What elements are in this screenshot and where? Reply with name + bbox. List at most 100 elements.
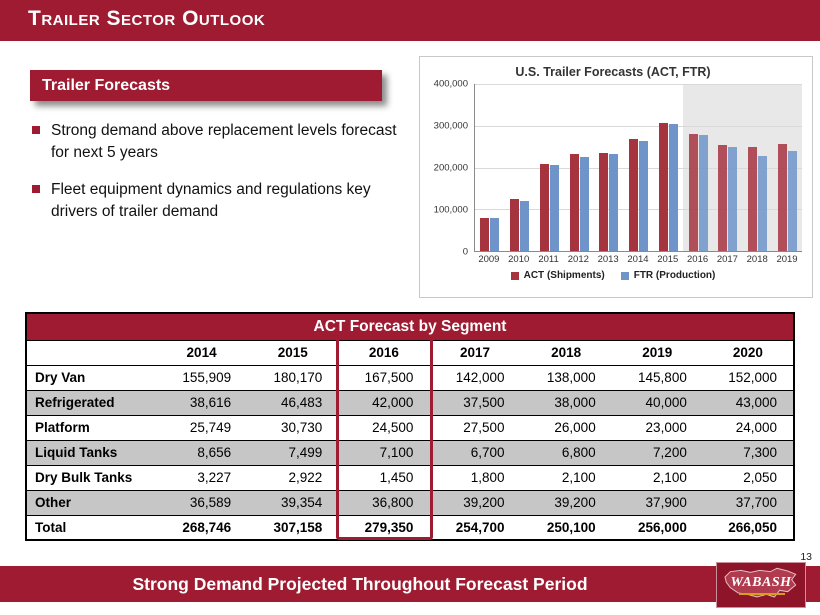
cell: 7,499: [288, 445, 323, 460]
bullet-square-icon: [32, 185, 40, 193]
cell: 155,909: [182, 370, 232, 385]
cell: 8,656: [197, 445, 232, 460]
chart-bar-groups: [475, 84, 803, 251]
table-title-row: ACT Forecast by Segment: [26, 313, 794, 340]
cell: 266,050: [728, 519, 777, 535]
chart-legend: ACT (Shipments) FTR (Production): [424, 270, 802, 281]
year-header-2016: 2016: [338, 340, 430, 365]
year-header-2014: 2014: [156, 340, 248, 365]
x-axis-label: 2012: [567, 254, 589, 265]
bar-act-2010: [510, 198, 520, 251]
cell: 26,000: [554, 420, 596, 435]
cell: 40,000: [645, 395, 687, 410]
bar-act-2012: [569, 154, 579, 251]
cell: 24,000: [735, 420, 777, 435]
year-header-2017: 2017: [429, 340, 521, 365]
bar-group-2012: [564, 84, 594, 251]
cell: 1,450: [379, 470, 414, 485]
bar-act-2013: [599, 152, 609, 251]
cell: 142,000: [455, 370, 505, 385]
cell: 43,000: [735, 395, 777, 410]
bar-ftr-2010: [520, 201, 530, 251]
x-axis-label: 2019: [776, 254, 798, 265]
cell: 138,000: [546, 370, 596, 385]
cell: 37,500: [463, 395, 505, 410]
bar-group-2015: [653, 84, 683, 251]
cell: 2,050: [743, 470, 777, 485]
cell: 36,800: [372, 495, 414, 510]
row-label: Dry Bulk Tanks: [35, 470, 133, 485]
bar-ftr-2014: [639, 141, 649, 251]
legend-label: FTR (Production): [633, 270, 716, 281]
page-title: Trailer Sector Outlook: [28, 7, 266, 30]
row-label: Total: [35, 519, 67, 535]
year-header-2018: 2018: [520, 340, 612, 365]
legend-item: FTR (Production): [620, 270, 716, 281]
cell: 3,227: [197, 470, 232, 485]
table-row-dry-van: Dry Van 155,909 180,170 167,500 142,000 138,0…: [26, 365, 794, 390]
bar-act-2018: [747, 146, 757, 251]
cell: 145,800: [638, 370, 687, 385]
cell: 254,700: [455, 519, 505, 535]
cell: 39,200: [463, 495, 505, 510]
year-header-2019: 2019: [611, 340, 703, 365]
chart-plot-area: [474, 84, 803, 252]
table-row-dry-bulk-tanks: Dry Bulk Tanks 3,227 2,922 1,450 1,800 2,100 2…: [26, 465, 794, 490]
bar-ftr-2012: [579, 156, 589, 251]
year-header-2020: 2020: [702, 340, 794, 365]
cell: 2,100: [653, 470, 687, 485]
bar-group-2016: [683, 84, 713, 251]
table-row-liquid-tanks: Liquid Tanks 8,656 7,499 7,100 6,700 6,800 7,2…: [26, 440, 794, 465]
cell: 279,350: [364, 519, 414, 535]
cell: 39,354: [280, 495, 323, 510]
year-header-2015: 2015: [247, 340, 339, 365]
cell: 167,500: [364, 370, 414, 385]
table-row-refrigerated: Refrigerated 38,616 46,483 42,000 37,500 38,0…: [26, 390, 794, 415]
cell: 7,200: [653, 445, 687, 460]
bar-ftr-2013: [609, 154, 619, 251]
legend-item: ACT (Shipments): [510, 270, 605, 281]
page-number: 13: [800, 551, 812, 563]
trailer-forecasts-label: Trailer Forecasts: [42, 77, 171, 94]
cell: 307,158: [273, 519, 323, 535]
logo-underline: [739, 593, 785, 595]
table-corner: [26, 340, 156, 365]
bar-ftr-2019: [787, 151, 797, 251]
x-axis-label: 2018: [746, 254, 768, 265]
bar-ftr-2016: [698, 135, 708, 251]
cell: 6,700: [470, 445, 505, 460]
bar-act-2014: [629, 138, 639, 251]
wabash-logo-text: WABASH: [730, 575, 792, 590]
cell: 25,749: [189, 420, 232, 435]
bar-group-2009: [475, 84, 505, 251]
chart-title: U.S. Trailer Forecasts (ACT, FTR): [515, 65, 711, 79]
bullet-list: Strong demand above replacement levels f…: [32, 120, 398, 238]
cell: 46,483: [280, 395, 323, 410]
y-axis-tick: 400,000: [433, 78, 468, 90]
x-axis-label: 2015: [657, 254, 679, 265]
chart-x-axis: 2009 2010 2011 2012 2013 2014 2015 2016 2017 2018…: [474, 254, 802, 265]
trailer-forecast-chart: U.S. Trailer Forecasts (ACT, FTR) 400,00…: [419, 56, 813, 298]
x-axis-label: 2014: [627, 254, 649, 265]
footer-bar: Strong Demand Projected Throughout Forec…: [0, 566, 820, 602]
bar-act-2009: [480, 218, 490, 251]
bar-act-2019: [777, 144, 787, 251]
bullet-text: Fleet equipment dynamics and regulations…: [51, 181, 371, 220]
bar-ftr-2018: [757, 155, 767, 251]
cell: 37,900: [645, 495, 687, 510]
trailer-forecasts-box: Trailer Forecasts: [30, 70, 382, 101]
cell: 23,000: [645, 420, 687, 435]
y-axis-tick: 100,000: [433, 204, 468, 216]
cell: 38,000: [554, 395, 596, 410]
act-forecast-table: ACT Forecast by Segment 2014 2015 2016 2017…: [25, 312, 795, 541]
cell: 2,922: [288, 470, 323, 485]
table-row-platform: Platform 25,749 30,730 24,500 27,500 26,000 23…: [26, 415, 794, 440]
x-axis-label: 2009: [478, 254, 500, 265]
row-label: Platform: [35, 420, 90, 435]
segment-table-wrap: ACT Forecast by Segment 2014 2015 2016 2017…: [25, 312, 795, 541]
table-row-total: Total 268,746 307,158 279,350 254,700 250,100…: [26, 515, 794, 540]
bar-group-2013: [594, 84, 624, 251]
legend-swatch-icon: [620, 271, 629, 280]
bar-group-2011: [534, 84, 564, 251]
